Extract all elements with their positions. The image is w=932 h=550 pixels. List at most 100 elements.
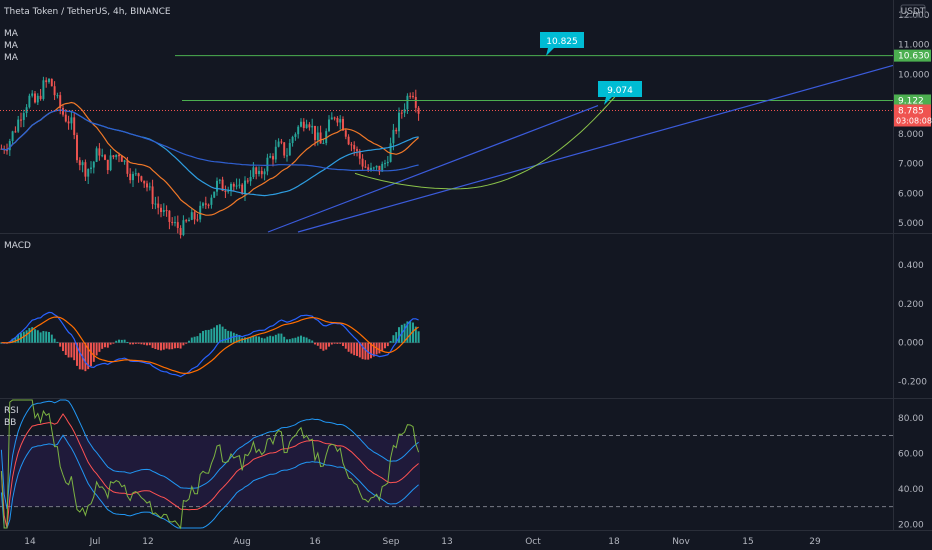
- projection-arc: [354, 90, 621, 190]
- candle-body: [417, 107, 420, 114]
- macd-histogram-bar: [224, 328, 227, 343]
- legend-ma-1[interactable]: MA: [4, 29, 19, 39]
- last-price-tag-bg: [894, 104, 931, 127]
- rsi-axis[interactable]: 80.00 60.00 40.00 20.00: [898, 414, 924, 531]
- macd-histogram-bar: [291, 338, 294, 343]
- price-callout[interactable]: 9.074: [598, 81, 642, 105]
- macd-histogram-bar: [123, 339, 126, 343]
- candle-body: [14, 131, 17, 133]
- drawings-layer[interactable]: 10.825 9.074: [0, 32, 894, 233]
- macd-histogram-bar: [314, 342, 316, 345]
- macd-histogram-bar: [168, 342, 171, 350]
- macd-histogram-bar: [67, 342, 70, 358]
- time-axis[interactable]: 14 Jul 12 Aug 16 Sep 13 Oct 18 Nov 15 29: [24, 537, 821, 547]
- candle-body: [277, 141, 280, 147]
- candle-body: [53, 86, 56, 96]
- price-tick-label: 11.000: [898, 41, 930, 51]
- macd-histogram-bar: [160, 342, 162, 351]
- price-tick-label: 12.000: [898, 11, 930, 21]
- candle-body: [59, 95, 62, 108]
- candle-body: [67, 121, 70, 124]
- candle-body: [260, 170, 263, 175]
- price-pane[interactable]: [0, 76, 420, 239]
- upper-level-tag-bg: [894, 49, 931, 62]
- time-tick-label: 18: [608, 537, 620, 547]
- macd-tick-label: 0.200: [898, 300, 924, 310]
- macd-histogram-bar: [28, 328, 31, 343]
- candle-body: [386, 161, 389, 164]
- macd-pane[interactable]: [0, 311, 420, 378]
- macd-histogram-bar: [157, 342, 160, 350]
- macd-histogram-bar: [90, 342, 92, 367]
- candle-body: [336, 118, 339, 123]
- candle-body: [252, 167, 255, 178]
- candle-body: [213, 191, 216, 198]
- candle-body: [165, 210, 168, 212]
- macd-histogram-bar: [39, 332, 42, 343]
- macd-histogram-bar: [372, 342, 375, 357]
- candle-body: [157, 203, 160, 208]
- legend-ma-2[interactable]: MA: [4, 41, 19, 51]
- macd-histogram-bar: [367, 342, 370, 360]
- candle-body: [78, 160, 81, 166]
- candle-body: [6, 150, 8, 152]
- macd-histogram-bar: [45, 331, 48, 343]
- macd-histogram-bar: [392, 335, 395, 343]
- candle-body: [120, 156, 123, 162]
- countdown-tag: 03:08:08: [896, 116, 932, 125]
- candle-body: [308, 124, 311, 128]
- macd-histogram-bar: [59, 342, 62, 347]
- candle-body: [176, 222, 179, 228]
- price-callout[interactable]: 10.825: [540, 32, 584, 56]
- macd-histogram-bar: [115, 340, 118, 343]
- candle-body: [370, 167, 372, 171]
- macd-histogram-bar: [235, 333, 238, 343]
- macd-histogram-bar: [174, 342, 176, 349]
- macd-histogram-bar: [274, 334, 277, 343]
- macd-axis[interactable]: 0.400 0.200 0.000 -0.200: [898, 261, 927, 387]
- macd-histogram-bar: [322, 342, 325, 351]
- time-tick-label: 15: [742, 537, 753, 547]
- rsi-title[interactable]: RSI: [4, 406, 19, 416]
- macd-histogram-bar: [146, 342, 148, 346]
- macd-histogram-bar: [398, 327, 400, 343]
- candle-body: [20, 119, 22, 121]
- candle-body: [328, 119, 330, 132]
- candle-body: [115, 154, 118, 158]
- rsi-pane[interactable]: [0, 399, 420, 530]
- candle-body: [98, 148, 101, 156]
- rsi-band-lines: [0, 435, 893, 508]
- bb-title[interactable]: BB: [4, 418, 16, 428]
- candle-body: [123, 160, 126, 162]
- candle-body: [185, 220, 188, 222]
- macd-histogram-bar: [364, 342, 367, 360]
- candle-body: [241, 184, 244, 194]
- candle-body: [39, 95, 42, 99]
- callout-text: 9.074: [607, 86, 633, 96]
- macd-histogram-bar: [112, 342, 115, 344]
- candle-body: [148, 186, 151, 188]
- candle-body: [140, 176, 143, 181]
- candle-body: [294, 134, 297, 137]
- candle-body: [358, 150, 361, 159]
- candle-body: [384, 163, 386, 165]
- candle-body: [146, 183, 148, 188]
- candle-body: [129, 173, 132, 181]
- candle-body: [162, 210, 165, 213]
- price-tick-label: 7.000: [898, 160, 924, 170]
- macd-histogram-bar: [31, 327, 34, 343]
- legend-ma-3[interactable]: MA: [4, 53, 19, 63]
- macd-histogram-bar: [308, 339, 311, 343]
- macd-histogram-bar: [132, 342, 134, 345]
- symbol-title[interactable]: Theta Token / TetherUS, 4h, BINANCE: [3, 7, 171, 17]
- candle-body: [160, 207, 162, 213]
- macd-title[interactable]: MACD: [4, 241, 31, 251]
- candle-body: [193, 212, 196, 220]
- currency-box[interactable]: [900, 4, 926, 18]
- candle-body: [137, 173, 140, 177]
- candle-body: [112, 155, 115, 158]
- candle-body: [238, 184, 241, 186]
- macd-histogram-bar: [101, 342, 104, 349]
- candle-body: [392, 129, 395, 144]
